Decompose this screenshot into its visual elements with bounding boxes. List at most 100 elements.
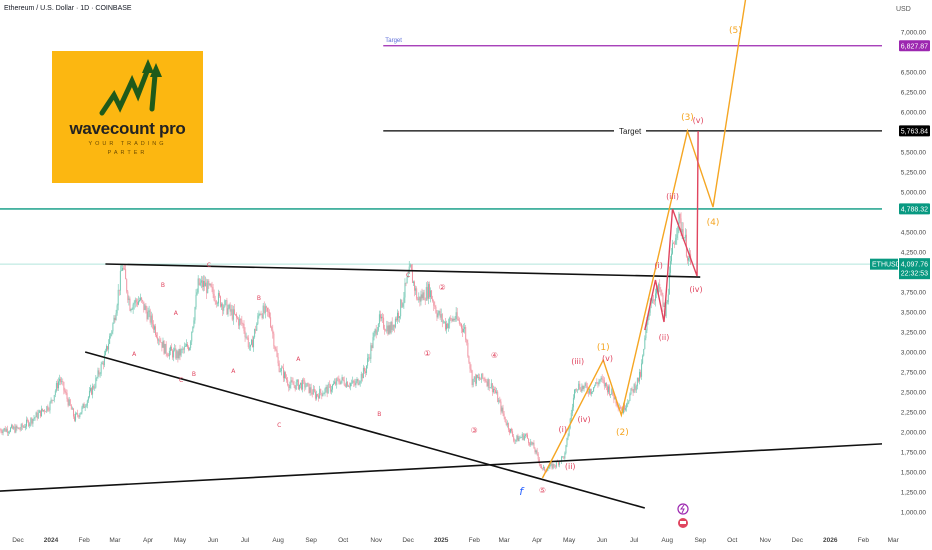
- candle-body: [161, 342, 163, 348]
- candle-body: [146, 310, 148, 320]
- candle-body: [214, 300, 216, 302]
- candle-body: [501, 407, 503, 412]
- candle-body: [644, 338, 646, 349]
- price-tick-label: 5,000.00: [901, 190, 927, 197]
- candle-body: [383, 317, 385, 329]
- candle-body: [130, 309, 132, 311]
- candle-body: [518, 437, 520, 442]
- candle-body: [160, 341, 162, 343]
- candle-body: [85, 405, 87, 407]
- candle-body: [529, 443, 531, 446]
- time-tick-label: Sep: [694, 537, 706, 544]
- candle-body: [637, 377, 639, 382]
- wave-label: A: [132, 351, 137, 358]
- candle-body: [209, 283, 211, 285]
- candle-body: [625, 408, 627, 410]
- candle-body: [19, 429, 21, 430]
- candle-body: [539, 464, 541, 466]
- candle-body: [665, 302, 667, 317]
- candle-body: [537, 453, 539, 460]
- us-flag-event-icon[interactable]: [678, 518, 688, 528]
- candle-body: [282, 367, 284, 379]
- price-axis[interactable]: 1,000.00 1,250.00 1,500.00 1,750.00 2,000.00…: [870, 30, 930, 517]
- candle-body: [190, 341, 192, 348]
- candle-body: [77, 412, 79, 416]
- logo-tagline: PARTER: [107, 150, 148, 156]
- candle-body: [196, 292, 198, 295]
- candle-body: [191, 331, 193, 342]
- candle-body: [457, 319, 459, 321]
- price-tick-label: 1,750.00: [901, 450, 927, 457]
- candle-body: [240, 318, 242, 321]
- candle-body: [341, 377, 343, 381]
- wave-label: (i): [558, 425, 566, 434]
- candle-body: [249, 344, 251, 347]
- resistance-badge: 4,788.32: [901, 206, 928, 213]
- candle-body: [628, 400, 630, 403]
- lightning-event-icon[interactable]: [677, 503, 689, 515]
- candle-body: [75, 413, 77, 421]
- candle-body: [101, 362, 103, 364]
- candle-body: [640, 371, 641, 377]
- candle-body: [55, 383, 57, 391]
- candle-body: [417, 298, 419, 301]
- currency-label[interactable]: USD: [896, 6, 911, 13]
- candle-body: [298, 384, 300, 390]
- time-tick-label: Nov: [759, 537, 771, 544]
- candle-body: [15, 425, 17, 433]
- candle-body: [624, 404, 626, 410]
- resistance-badge-bg: [899, 203, 930, 215]
- candle-body: [123, 267, 124, 269]
- candle-body: [200, 280, 202, 283]
- candle-body: [534, 448, 536, 453]
- upper-trendline: [105, 263, 701, 278]
- candle-body: [155, 326, 156, 335]
- candle-body: [660, 289, 662, 293]
- descending-trendline: [84, 351, 646, 509]
- candle-body: [187, 344, 188, 348]
- rising-arrows-icon: [99, 59, 162, 116]
- candle-body: [305, 386, 307, 388]
- candle-body: [372, 337, 374, 348]
- candle-body: [18, 427, 20, 430]
- time-tick-label: 2026: [823, 537, 838, 544]
- candle-body: [99, 373, 101, 375]
- candle-body: [167, 355, 169, 357]
- symbol-title[interactable]: Ethereum / U.S. Dollar · 1D · COINBASE: [4, 5, 132, 12]
- candle-body: [337, 378, 339, 380]
- time-axis[interactable]: Dec 2024 Feb Mar Apr May Jun Jul Aug Sep Oct Nov Dec…: [12, 537, 899, 544]
- candle-body: [90, 388, 91, 391]
- candle-body: [11, 425, 13, 428]
- candle-body: [454, 319, 456, 321]
- candle-body: [136, 302, 138, 305]
- candle-body: [93, 385, 95, 389]
- candle-body: [357, 378, 359, 385]
- candle-body: [612, 388, 614, 396]
- lightning-glyph: [680, 504, 685, 514]
- candle-body: [506, 423, 508, 425]
- candle-body: [502, 407, 504, 414]
- candle-body: [64, 390, 66, 393]
- candle-body: [174, 348, 176, 351]
- candle-body: [328, 384, 330, 385]
- candle-body: [295, 382, 297, 390]
- candle-body: [30, 418, 32, 424]
- candle-body: [568, 427, 570, 436]
- candle-body: [579, 383, 581, 390]
- candle-body: [245, 336, 247, 338]
- candle-body: [499, 400, 501, 402]
- wave-label: (1): [597, 343, 610, 353]
- candle-body: [567, 435, 569, 438]
- candle-body: [655, 293, 656, 301]
- candle-body: [474, 376, 476, 384]
- wave-label: (v): [602, 354, 613, 363]
- candle-body: [172, 350, 174, 358]
- candle-body: [13, 426, 15, 429]
- time-tick-label: Feb: [78, 537, 90, 544]
- candle-body: [29, 423, 31, 426]
- candle-body: [362, 367, 364, 379]
- candle-body: [603, 380, 605, 387]
- candle-body: [23, 426, 25, 428]
- candle-body: [440, 314, 442, 318]
